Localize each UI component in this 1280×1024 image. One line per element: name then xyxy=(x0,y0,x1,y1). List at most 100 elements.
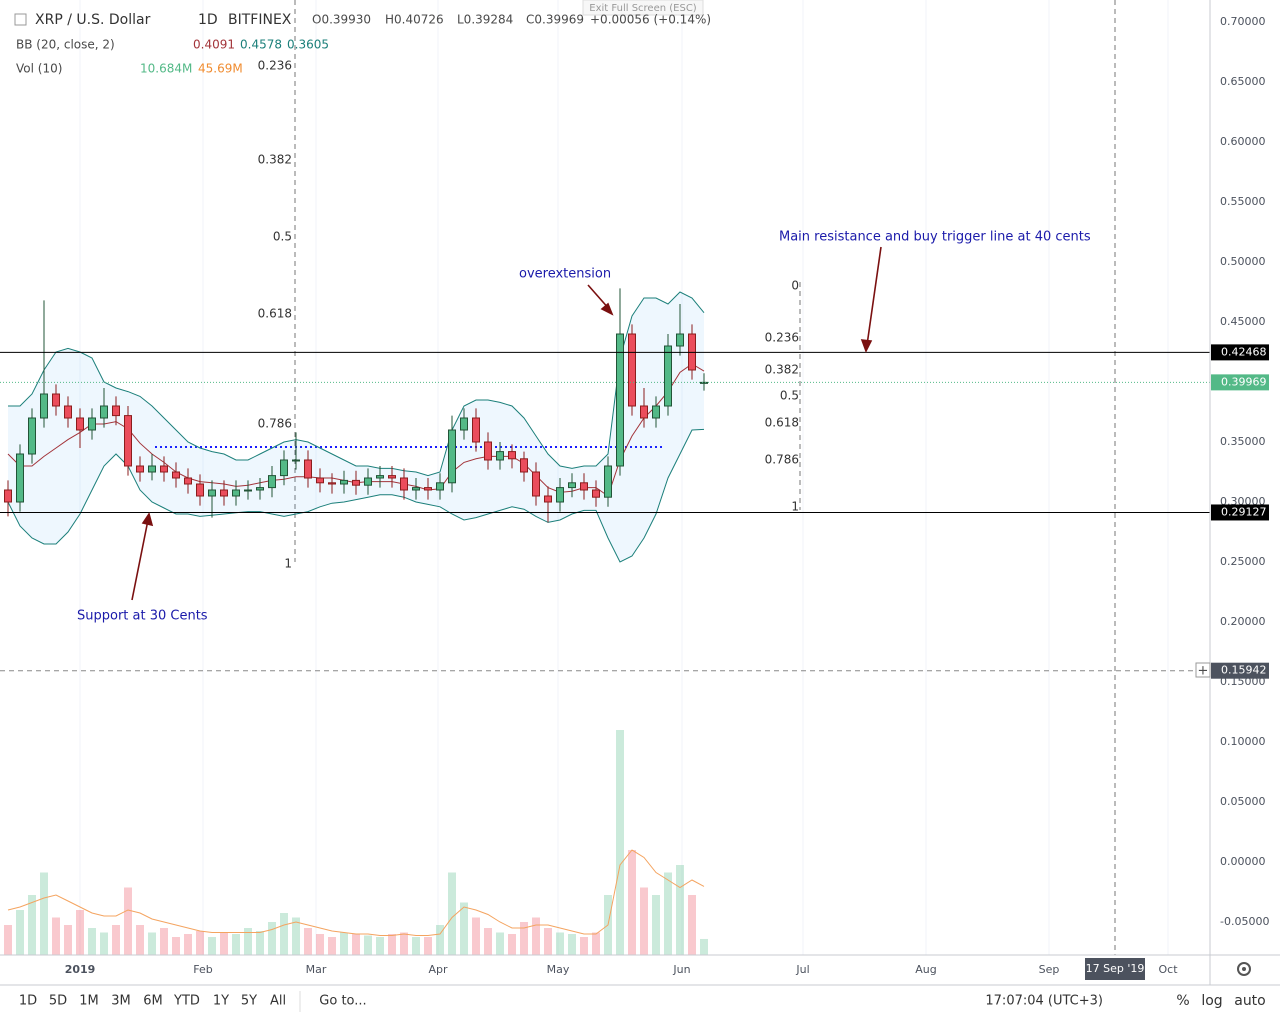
candle-body xyxy=(268,475,276,489)
candle-body xyxy=(472,417,480,443)
toolbar-button[interactable]: 5D xyxy=(49,994,67,1009)
candle-body xyxy=(4,489,12,503)
candle-body xyxy=(196,483,204,497)
volume-bar xyxy=(40,872,48,955)
volume-bar xyxy=(184,934,192,955)
vol-ma-value: 45.69M xyxy=(198,62,243,76)
candle-body xyxy=(628,333,636,407)
candle-body xyxy=(448,429,456,484)
y-tick-label: 0.25000 xyxy=(1220,555,1266,568)
collapse-icon[interactable] xyxy=(14,13,27,26)
bb-label[interactable]: BB (20, close, 2) xyxy=(16,38,115,52)
volume-bar xyxy=(520,922,528,955)
candle-body xyxy=(616,333,624,467)
candle-body xyxy=(580,482,588,491)
arrows xyxy=(131,246,882,601)
volume-bar xyxy=(328,937,336,955)
candle-body xyxy=(676,333,684,347)
price-label: 0.15942 xyxy=(1221,664,1267,677)
candle-body xyxy=(304,459,312,479)
volume-bar xyxy=(88,928,96,955)
fib-label: 0.618 xyxy=(765,416,799,430)
volume-bar xyxy=(268,922,276,955)
candle-body xyxy=(652,405,660,419)
price-label-box xyxy=(1211,374,1269,391)
toolbar-button[interactable]: 1M xyxy=(79,994,99,1009)
fib-label: 0.236 xyxy=(258,59,292,73)
change: +0.00056 (+0.14%) xyxy=(590,13,711,27)
scale-button[interactable]: % xyxy=(1176,993,1189,1009)
settings-icon[interactable] xyxy=(1237,962,1251,976)
volume-bar xyxy=(484,928,492,955)
candle-body xyxy=(460,417,468,431)
candle-body xyxy=(88,417,96,431)
x-tick-label: Feb xyxy=(193,963,212,976)
volume-bar xyxy=(376,937,384,955)
volume-bar xyxy=(28,895,36,955)
y-tick-label: 0.70000 xyxy=(1220,15,1266,28)
y-tick-label: 0.45000 xyxy=(1220,315,1266,328)
volume-bar xyxy=(208,937,216,955)
fib-label: 0.382 xyxy=(765,363,799,377)
candle-body xyxy=(124,415,132,467)
volume-bar xyxy=(196,931,204,955)
volume-bar xyxy=(148,932,156,955)
candle-body xyxy=(100,405,108,419)
candle-body xyxy=(424,487,432,491)
candle-body xyxy=(112,405,120,417)
volume-bar xyxy=(232,934,240,955)
volume-bar xyxy=(664,872,672,955)
y-tick-label: 0.00000 xyxy=(1220,855,1266,868)
volume-bar xyxy=(628,850,636,955)
candle-body xyxy=(316,477,324,484)
toolbar-button[interactable]: 1Y xyxy=(213,994,229,1009)
candle-body xyxy=(64,405,72,419)
candle-body xyxy=(28,417,36,455)
fib-label: 0.236 xyxy=(765,331,799,345)
y-tick-label: 0.10000 xyxy=(1220,735,1266,748)
volume-bar xyxy=(592,932,600,955)
y-tick-label: 0.60000 xyxy=(1220,135,1266,148)
toolbar-button[interactable]: 5Y xyxy=(241,994,257,1009)
scale-button[interactable]: log xyxy=(1201,993,1222,1009)
candle-body xyxy=(232,489,240,497)
volume-bar xyxy=(76,910,84,955)
exit-fullscreen-label[interactable]: Exit Full Screen (ESC) xyxy=(589,3,697,14)
candle-body xyxy=(340,479,348,485)
candle-body xyxy=(544,495,552,503)
volume-bar xyxy=(4,925,12,955)
vol-label[interactable]: Vol (10) xyxy=(16,62,62,76)
volume-bar xyxy=(64,925,72,955)
candle-body xyxy=(208,489,216,497)
toolbar-button[interactable]: 1D xyxy=(19,994,37,1009)
toolbar-button[interactable]: 3M xyxy=(111,994,131,1009)
volume-bar xyxy=(556,932,564,955)
toolbar-button[interactable]: YTD xyxy=(173,994,200,1009)
bb-basis-value: 0.4091 xyxy=(193,38,235,52)
ohlc-low: L0.39284 xyxy=(457,13,513,27)
y-tick-label: -0.05000 xyxy=(1220,915,1269,928)
candle-body xyxy=(592,489,600,498)
toolbar-button[interactable]: All xyxy=(270,994,286,1009)
volume-bar xyxy=(400,932,408,955)
volume-ma xyxy=(7,849,705,936)
toolbar-button[interactable]: Go to... xyxy=(319,994,366,1009)
bb-upper xyxy=(8,291,705,477)
candle-body xyxy=(172,471,180,479)
x-tick-label: May xyxy=(547,963,570,976)
add-button[interactable] xyxy=(1195,662,1211,678)
scale-button[interactable]: auto xyxy=(1234,993,1266,1009)
y-tick-label: 0.20000 xyxy=(1220,615,1266,628)
volume-bar xyxy=(52,917,60,955)
volume-bar xyxy=(508,934,516,955)
volume-bar xyxy=(124,887,132,955)
x-tick-label: 2019 xyxy=(65,963,96,976)
candle-body xyxy=(484,441,492,461)
add-icon[interactable]: + xyxy=(1198,664,1209,679)
toolbar-button[interactable]: 6M xyxy=(143,994,163,1009)
bb-lower-value: 0.3605 xyxy=(287,38,329,52)
volume-bar xyxy=(448,872,456,955)
exit-fullscreen[interactable] xyxy=(582,0,704,16)
candle-body xyxy=(400,477,408,491)
